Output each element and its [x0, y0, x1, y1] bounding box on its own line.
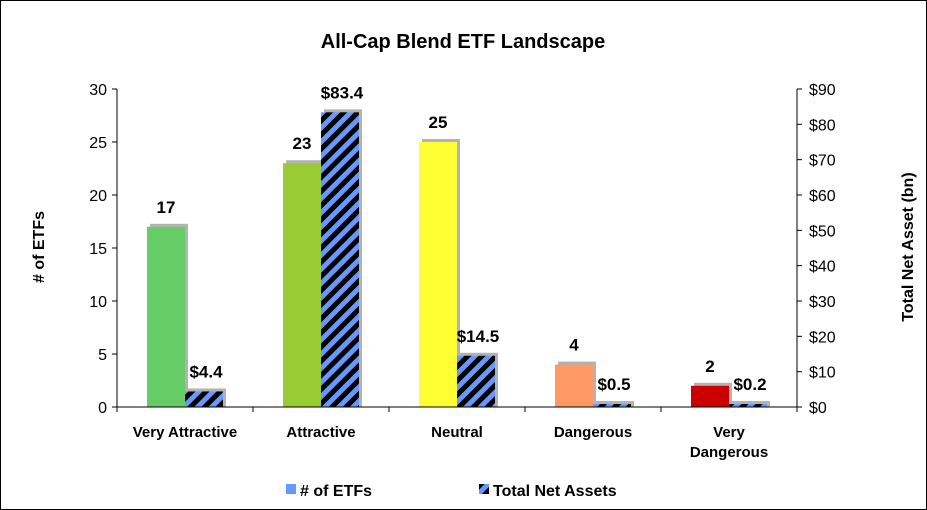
- category-label: Very: [713, 424, 745, 441]
- data-label-etf-count: 25: [429, 113, 448, 132]
- bar-etf-count: [283, 163, 321, 407]
- data-label-net-assets: $0.5: [597, 375, 630, 394]
- legend-label-etfs: # of ETFs: [300, 483, 372, 500]
- category-label: Neutral: [431, 424, 483, 441]
- left-tick-label: 20: [89, 188, 107, 205]
- right-tick-label: $50: [809, 223, 836, 240]
- right-axis-ticks: $0 $10 $20 $30 $40 $50 $60 $70 $80 $90: [797, 82, 836, 417]
- left-tick-label: 15: [89, 241, 107, 258]
- category-labels: Very Attractive Attractive Neutral Dangerou…: [133, 424, 768, 461]
- category-label: Attractive: [286, 424, 355, 441]
- category-label: Dangerous: [690, 444, 768, 461]
- category-label: Very Attractive: [133, 424, 238, 441]
- left-tick-label: 5: [98, 347, 107, 364]
- left-axis-label: # of ETFs: [31, 211, 48, 283]
- data-label-etf-count: 17: [157, 198, 176, 217]
- bar-net-assets: [729, 404, 767, 407]
- data-label-net-assets: $14.5: [457, 327, 500, 346]
- bar-net-assets: [321, 112, 359, 407]
- left-tick-label: 25: [89, 135, 107, 152]
- axes: [116, 89, 798, 412]
- left-axis-ticks: 0 5 10 15 20 25 30: [89, 82, 117, 417]
- right-tick-label: $70: [809, 153, 836, 170]
- right-tick-label: $40: [809, 259, 836, 276]
- right-tick-label: $0: [809, 400, 827, 417]
- legend-label-net-assets: Total Net Assets: [493, 483, 617, 500]
- right-tick-label: $90: [809, 82, 836, 99]
- data-label-etf-count: 23: [293, 134, 312, 153]
- data-label-net-assets: $4.4: [189, 362, 223, 381]
- right-tick-label: $30: [809, 294, 836, 311]
- data-label-net-assets: $83.4: [321, 83, 364, 102]
- bar-etf-count: [691, 385, 729, 407]
- data-label-etf-count: 4: [569, 336, 579, 355]
- right-tick-label: $20: [809, 329, 836, 346]
- right-axis-label: Total Net Asset (bn): [900, 172, 917, 321]
- bar-etf-count: [555, 364, 593, 407]
- bar-etf-count: [147, 226, 185, 407]
- chart-title: All-Cap Blend ETF Landscape: [321, 31, 605, 53]
- category-label: Dangerous: [554, 424, 632, 441]
- bar-net-assets: [593, 404, 631, 407]
- left-tick-label: 0: [98, 400, 107, 417]
- right-tick-label: $80: [809, 117, 836, 134]
- left-tick-label: 30: [89, 82, 107, 99]
- data-label-etf-count: 2: [705, 357, 714, 376]
- bar-etf-count: [419, 142, 457, 407]
- bar-net-assets: [457, 355, 495, 407]
- right-tick-label: $10: [809, 365, 836, 382]
- left-tick-label: 10: [89, 294, 107, 311]
- legend-swatch-etfs: [286, 484, 296, 494]
- data-labels: 17 $4.4 23 $83.4 25 $14.5 4 $0.5 2 $0.2: [157, 83, 767, 394]
- right-tick-label: $60: [809, 188, 836, 205]
- legend-swatch-net-assets: [479, 484, 489, 494]
- bars: [147, 109, 770, 407]
- bar-net-assets: [185, 391, 223, 407]
- data-label-net-assets: $0.2: [733, 375, 766, 394]
- legend: # of ETFs Total Net Assets: [286, 483, 617, 500]
